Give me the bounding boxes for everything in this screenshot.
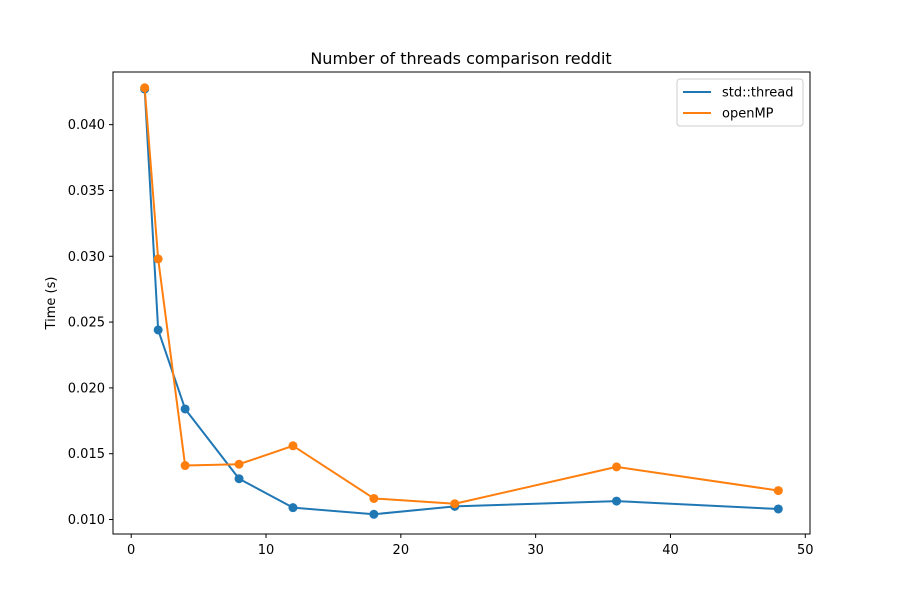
y-tick-label: 0.020: [68, 381, 105, 396]
data-point-openmp: [369, 493, 379, 503]
data-point-std-thread: [612, 496, 622, 506]
data-point-openmp: [450, 499, 460, 509]
y-tick-label: 0.015: [68, 447, 105, 462]
data-point-openmp: [773, 486, 783, 496]
chart-title: Number of threads comparison reddit: [310, 49, 611, 68]
x-tick-label: 0: [127, 543, 135, 558]
y-tick-label: 0.035: [68, 184, 105, 199]
data-point-std-thread: [288, 503, 298, 513]
data-point-openmp: [140, 83, 150, 93]
y-tick-label: 0.025: [68, 316, 105, 331]
y-axis-label: Time (s): [44, 277, 59, 331]
y-tick-label: 0.010: [68, 513, 105, 528]
y-tick-label: 0.040: [68, 118, 105, 133]
data-point-std-thread: [180, 404, 190, 414]
data-point-openmp: [153, 254, 163, 264]
x-tick-label: 30: [527, 543, 544, 558]
data-point-openmp: [612, 462, 622, 472]
legend-label: std::thread: [722, 86, 794, 101]
series-line-std-thread: [143, 88, 780, 516]
plot-area: 0 10 20 30 40 50 0.010 0.015 0.020 0.025 0.030 0.03…: [68, 71, 814, 558]
data-point-std-thread: [773, 504, 783, 514]
data-point-std-thread: [153, 325, 163, 335]
series-line-openmp: [143, 86, 780, 505]
y-tick-label: 0.030: [68, 250, 105, 265]
data-point-std-thread: [234, 474, 244, 484]
data-point-openmp: [288, 441, 298, 451]
legend-box: [676, 78, 804, 127]
x-tick-label: 20: [393, 543, 410, 558]
data-point-openmp: [180, 461, 190, 471]
legend-label: openMP: [722, 107, 774, 122]
x-tick-label: 10: [258, 543, 275, 558]
axes-frame: [112, 71, 811, 535]
data-point-openmp: [234, 459, 244, 469]
data-point-std-thread: [369, 509, 379, 519]
x-tick-label: 50: [797, 543, 814, 558]
x-tick-label: 40: [662, 543, 679, 558]
